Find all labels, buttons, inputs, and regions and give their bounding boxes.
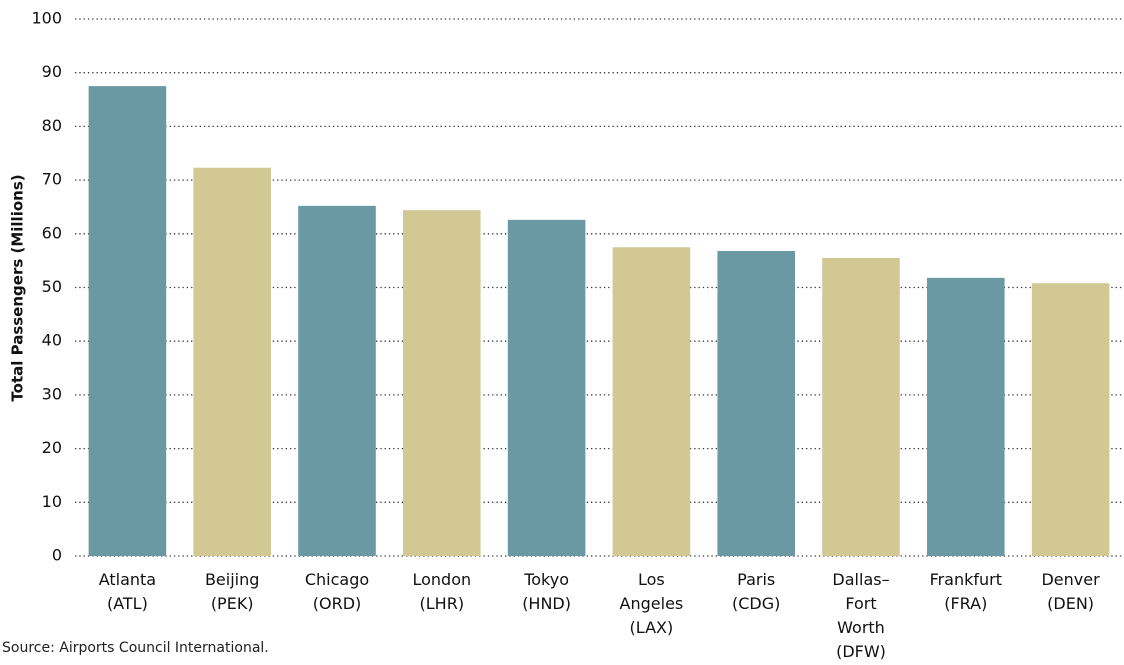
bar — [507, 219, 586, 556]
y-tick-label: 50 — [42, 277, 62, 296]
bar — [822, 257, 900, 556]
x-tick-label: Atlanta (ATL) — [98, 570, 157, 613]
y-tick-label: 100 — [31, 9, 62, 28]
x-tick-label: Denver (DEN) — [1041, 570, 1100, 613]
bar — [612, 247, 691, 556]
x-tick-label: Paris (CDG) — [732, 570, 781, 613]
bar — [717, 250, 795, 556]
y-tick-label: 0 — [52, 546, 62, 565]
y-axis-label: Total Passengers (Millions) — [9, 174, 27, 401]
y-tick-label: 80 — [42, 116, 62, 135]
x-tick-label: Frankfurt (FRA) — [929, 570, 1003, 613]
x-tick-label: Beijing (PEK) — [204, 570, 260, 613]
x-tick-label: London (LHR) — [412, 570, 472, 613]
x-tick-label: Los Angeles (LAX) — [619, 570, 684, 637]
bar — [193, 167, 271, 556]
bar — [298, 205, 376, 556]
y-tick-label: 10 — [42, 492, 62, 511]
bar — [88, 86, 167, 556]
x-tick-label: Tokyo (HND) — [522, 570, 571, 613]
y-tick-label: 40 — [42, 331, 62, 350]
bar — [1031, 283, 1110, 556]
bar — [927, 277, 1005, 556]
x-tick-label: Chicago (ORD) — [304, 570, 370, 613]
y-tick-label: 70 — [42, 170, 62, 189]
x-tick-label: Dallas– Fort Worth (DFW) — [832, 570, 890, 661]
source: Source: Airports Council International. — [2, 640, 269, 656]
y-tick-label: 60 — [42, 223, 62, 242]
bar — [403, 210, 481, 556]
y-tick-label: 90 — [42, 62, 62, 81]
y-tick-label: 30 — [42, 384, 62, 403]
y-tick-label: 20 — [42, 438, 62, 457]
